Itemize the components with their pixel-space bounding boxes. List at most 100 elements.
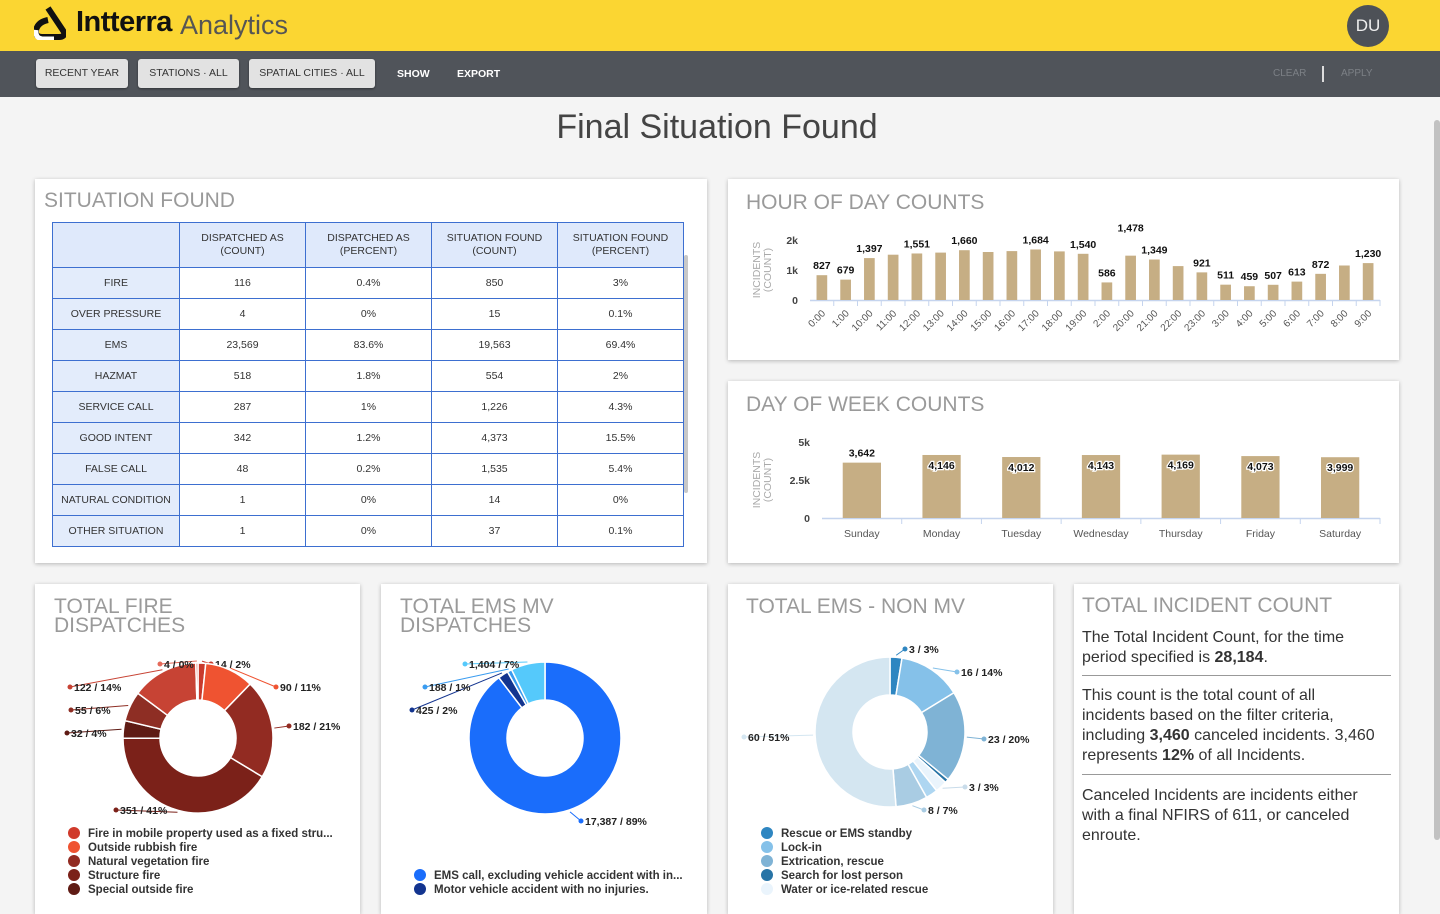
y-tick-label: 2k [786, 235, 798, 247]
divider [1082, 675, 1391, 676]
legend-item[interactable]: Special outside fire [68, 883, 333, 897]
bar [982, 252, 994, 300]
label-dot [67, 684, 73, 690]
slice-label: 60 / 51% [748, 732, 790, 744]
legend-item[interactable]: Water or ice-related rescue [761, 883, 928, 897]
legend-item[interactable]: Outside rubbish fire [68, 841, 333, 855]
data-label: 1,684 [1022, 234, 1048, 246]
slice-label: 55 / 6% [75, 705, 111, 717]
y-tick-label: 0 [792, 295, 798, 307]
bar [1196, 272, 1208, 300]
column-header[interactable]: SITUATION FOUND (PERCENT) [557, 222, 684, 268]
bar [1267, 284, 1279, 300]
table-cell: 518 [179, 360, 306, 392]
x-tick-label: 2:00 [1091, 308, 1113, 330]
table-cell: 4,373 [431, 422, 558, 454]
canceled-count: 3,460 [1149, 727, 1190, 744]
donut-slice [510, 661, 546, 705]
table-row: SERVICE CALL 287 1% 1,226 4.3% [52, 391, 684, 423]
legend-swatch-icon [761, 827, 773, 839]
data-label: 1,478 [1117, 223, 1143, 235]
row-label: GOOD INTENT [52, 422, 180, 454]
donut-slice [122, 737, 264, 814]
y-axis-title: INCIDENTS(COUNT) [751, 242, 774, 299]
bar [935, 252, 946, 300]
column-header[interactable]: DISPATCHED AS (COUNT) [179, 222, 306, 268]
apply-button[interactable]: APPLY [1341, 68, 1373, 79]
column-header[interactable]: SITUATION FOUND (COUNT) [431, 222, 558, 268]
hour-of-day-chart: INCIDENTS(COUNT) 0 1k 2k 827 0:00 679 1:00 1,397… [751, 223, 1381, 334]
export-button[interactable]: EXPORT [457, 68, 501, 80]
legend-label: Structure fire [88, 870, 161, 882]
legend-item[interactable]: Search for lost person [761, 869, 928, 883]
table-cell: 342 [179, 422, 306, 454]
legend-item[interactable]: Rescue or EMS standby [761, 827, 928, 841]
column-header[interactable] [52, 222, 180, 268]
legend-item[interactable]: Extrication, rescue [761, 855, 928, 869]
x-tick-label: 3:00 [1210, 308, 1232, 330]
card-title: DAY OF WEEK COUNTS [746, 393, 985, 416]
text: of all Incidents. [1194, 747, 1306, 764]
bar [1315, 273, 1326, 300]
column-header[interactable]: DISPATCHED AS (PERCENT) [305, 222, 432, 268]
bar [1321, 457, 1360, 518]
legend-item[interactable]: Natural vegetation fire [68, 855, 333, 869]
slice-label: 90 / 11% [280, 682, 322, 694]
table-cell: 850 [431, 267, 558, 299]
bar [1244, 286, 1255, 300]
label-dot [741, 734, 747, 740]
bar [816, 275, 828, 300]
y-tick-label: 0 [804, 513, 810, 525]
bar [1030, 249, 1041, 300]
bar [1101, 282, 1113, 300]
label-dot [962, 784, 968, 790]
clear-button[interactable]: CLEAR [1273, 68, 1307, 79]
text: . [1263, 649, 1268, 666]
bar [1172, 266, 1184, 300]
bar [1077, 253, 1089, 300]
table-cell: 1 [179, 484, 306, 516]
user-avatar[interactable]: DU [1347, 5, 1389, 47]
legend-label: Special outside fire [88, 884, 194, 896]
label-dot [286, 723, 292, 729]
legend-label: EMS call, excluding vehicle accident wit… [434, 870, 683, 882]
x-tick-label: Tuesday [1001, 528, 1042, 540]
table-scrollbar[interactable] [684, 255, 688, 493]
recent-year-button[interactable]: RECENT YEAR [36, 59, 128, 88]
data-label: 3,999 [1327, 462, 1353, 474]
show-button[interactable]: SHOW [397, 68, 430, 80]
legend-swatch-icon [761, 855, 773, 867]
legend-swatch-icon [68, 883, 80, 895]
legend-item[interactable]: Fire in mobile property used as a fixed … [68, 827, 333, 841]
leader-line [115, 809, 178, 813]
legend-item[interactable]: Lock-in [761, 841, 928, 855]
x-tick-label: 1:00 [830, 308, 852, 330]
day-of-week-chart: INCIDENTS(COUNT) 0 2.5k 5k 3,642 Sunday 4,146 M… [751, 437, 1381, 540]
table-cell: 0% [305, 484, 432, 516]
data-label: 1,230 [1355, 248, 1381, 260]
page-scrollbar[interactable] [1434, 120, 1440, 840]
legend-label: Natural vegetation fire [88, 856, 210, 868]
legend-item[interactable]: Motor vehicle accident with no injuries. [414, 883, 683, 897]
leader-line [69, 669, 163, 688]
bar [840, 279, 851, 300]
fire-legend: Fire in mobile property used as a fixed … [68, 827, 333, 897]
legend-swatch-icon [68, 841, 80, 853]
data-label: 679 [837, 265, 855, 277]
spatial-cities-filter-button[interactable]: SPATIAL CITIES · ALL [249, 59, 375, 88]
table-cell: 83.6% [305, 329, 432, 361]
data-label: 4,146 [928, 460, 954, 472]
legend-item[interactable]: EMS call, excluding vehicle accident wit… [414, 869, 683, 883]
stations-filter-button[interactable]: STATIONS · ALL [138, 59, 239, 88]
incident-canceled-text: This count is the total count of all inc… [1082, 686, 1382, 766]
legend-item[interactable]: Structure fire [68, 869, 333, 883]
bar [1362, 263, 1374, 300]
table-cell: 0.1% [557, 298, 684, 330]
ems-non-mv-legend: Rescue or EMS standby Lock-in Extrication,… [761, 827, 928, 897]
text: The Total Incident Count, for the time p… [1082, 629, 1345, 666]
day-of-week-card: DAY OF WEEK COUNTS INCIDENTS(COUNT) 0 2.5k… [728, 381, 1399, 563]
table-cell: 0.4% [305, 267, 432, 299]
donut-slice [195, 662, 199, 701]
table-cell: 0.2% [305, 453, 432, 485]
ems-mv-legend: EMS call, excluding vehicle accident wit… [414, 869, 683, 897]
